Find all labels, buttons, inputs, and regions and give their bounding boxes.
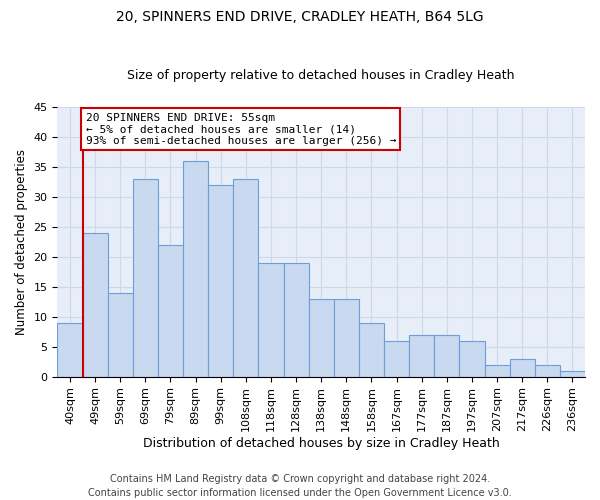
Bar <box>183 161 208 376</box>
Bar <box>560 370 585 376</box>
Bar <box>58 322 83 376</box>
Text: Contains HM Land Registry data © Crown copyright and database right 2024.
Contai: Contains HM Land Registry data © Crown c… <box>88 474 512 498</box>
Bar <box>83 233 107 376</box>
Text: 20, SPINNERS END DRIVE, CRADLEY HEATH, B64 5LG: 20, SPINNERS END DRIVE, CRADLEY HEATH, B… <box>116 10 484 24</box>
Bar <box>460 340 485 376</box>
Bar <box>334 298 359 376</box>
Bar <box>485 364 509 376</box>
Bar <box>509 358 535 376</box>
Text: 20 SPINNERS END DRIVE: 55sqm
← 5% of detached houses are smaller (14)
93% of sem: 20 SPINNERS END DRIVE: 55sqm ← 5% of det… <box>86 113 396 146</box>
Bar <box>259 262 284 376</box>
Y-axis label: Number of detached properties: Number of detached properties <box>15 149 28 335</box>
Bar <box>535 364 560 376</box>
Bar <box>384 340 409 376</box>
Bar <box>233 179 259 376</box>
Bar <box>133 179 158 376</box>
Bar <box>107 292 133 376</box>
Bar <box>359 322 384 376</box>
Title: Size of property relative to detached houses in Cradley Heath: Size of property relative to detached ho… <box>127 69 515 82</box>
Bar <box>208 185 233 376</box>
Bar <box>284 262 308 376</box>
Bar <box>308 298 334 376</box>
Bar <box>434 334 460 376</box>
Bar <box>409 334 434 376</box>
X-axis label: Distribution of detached houses by size in Cradley Heath: Distribution of detached houses by size … <box>143 437 500 450</box>
Bar <box>158 244 183 376</box>
